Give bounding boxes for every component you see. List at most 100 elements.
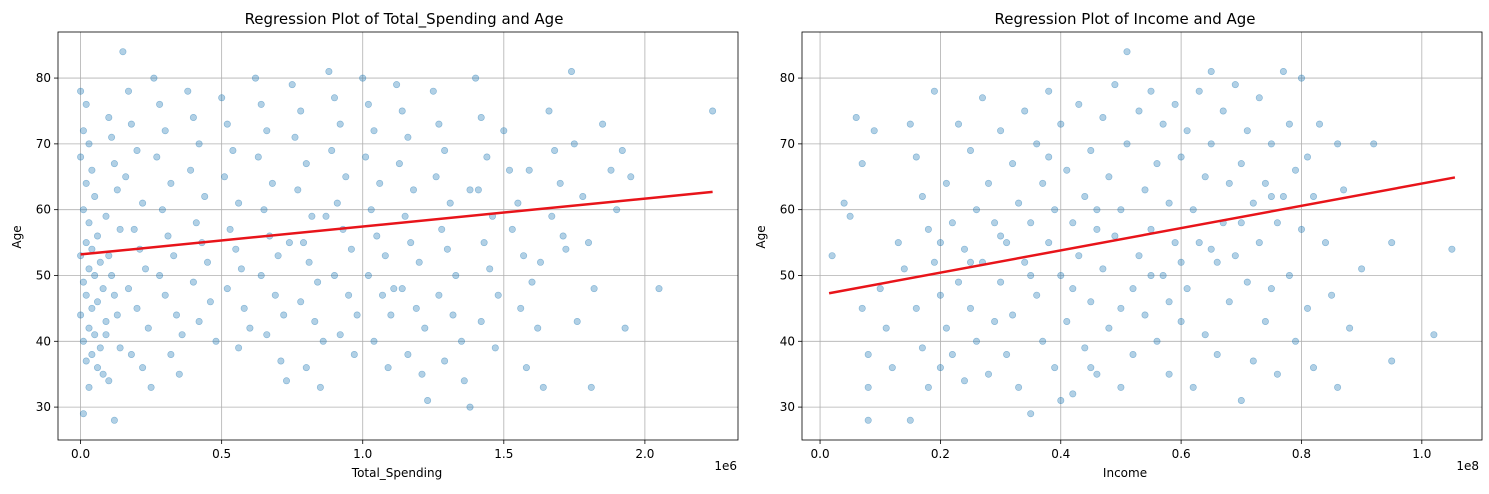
- y-tick-label: 70: [780, 137, 795, 151]
- data-point: [1225, 298, 1233, 306]
- data-point: [1195, 239, 1203, 247]
- data-point: [268, 179, 276, 187]
- data-point: [525, 166, 533, 174]
- data-point: [1273, 370, 1281, 378]
- data-point: [398, 107, 406, 115]
- data-point: [116, 344, 124, 352]
- data-point: [376, 179, 384, 187]
- data-point: [328, 147, 336, 155]
- data-point: [1249, 199, 1257, 207]
- data-point: [113, 311, 121, 319]
- data-point: [79, 278, 87, 286]
- data-point: [127, 350, 135, 358]
- data-point: [1117, 304, 1125, 312]
- data-point: [520, 252, 528, 260]
- data-point: [189, 278, 197, 286]
- data-point: [1135, 107, 1143, 115]
- data-point: [1081, 344, 1089, 352]
- data-point: [1201, 331, 1209, 339]
- data-point: [655, 285, 663, 293]
- data-point: [223, 120, 231, 128]
- data-point: [418, 370, 426, 378]
- data-point: [85, 140, 93, 148]
- data-point: [204, 258, 212, 266]
- data-point: [900, 265, 908, 273]
- data-point: [1147, 87, 1155, 95]
- data-point: [991, 317, 999, 325]
- data-point: [599, 120, 607, 128]
- data-point: [88, 304, 96, 312]
- data-point: [91, 331, 99, 339]
- data-point: [79, 127, 87, 135]
- data-point: [158, 206, 166, 214]
- data-point: [1255, 239, 1263, 247]
- data-point: [1021, 258, 1029, 266]
- data-point: [948, 350, 956, 358]
- x-tick-label: 0.0: [811, 447, 830, 461]
- data-point: [1279, 193, 1287, 201]
- data-point: [494, 291, 502, 299]
- data-point: [1153, 160, 1161, 168]
- data-point: [1141, 311, 1149, 319]
- data-point: [1177, 317, 1185, 325]
- data-point: [906, 416, 914, 424]
- data-point: [232, 245, 240, 253]
- y-tick-label: 40: [36, 334, 51, 348]
- data-point: [709, 107, 717, 115]
- data-point: [1334, 140, 1342, 148]
- data-point: [223, 285, 231, 293]
- data-point: [330, 271, 338, 279]
- data-point: [139, 364, 147, 372]
- x-axis-label: Total_Spending: [351, 466, 442, 480]
- data-point: [336, 120, 344, 128]
- y-tick-label: 30: [36, 400, 51, 414]
- data-point: [1370, 140, 1378, 148]
- data-point: [79, 206, 87, 214]
- data-point: [435, 120, 443, 128]
- data-point: [960, 377, 968, 385]
- data-point: [319, 337, 327, 345]
- data-point: [545, 107, 553, 115]
- data-point: [1051, 206, 1059, 214]
- data-point: [85, 265, 93, 273]
- data-point: [483, 153, 491, 161]
- data-point: [912, 304, 920, 312]
- x-tick-label: 1.0: [1412, 447, 1431, 461]
- data-point: [125, 87, 133, 95]
- data-point: [1045, 239, 1053, 247]
- data-point: [466, 186, 474, 194]
- data-point: [184, 87, 192, 95]
- data-point: [1237, 160, 1245, 168]
- data-point: [125, 285, 133, 293]
- data-point: [864, 416, 872, 424]
- data-point: [1448, 245, 1456, 253]
- data-point: [212, 337, 220, 345]
- data-point: [142, 265, 150, 273]
- data-point: [1334, 383, 1342, 391]
- data-point: [991, 219, 999, 227]
- data-point: [1267, 193, 1275, 201]
- data-point: [161, 127, 169, 135]
- data-point: [1340, 186, 1348, 194]
- data-point: [370, 337, 378, 345]
- data-point: [1177, 258, 1185, 266]
- data-point: [894, 239, 902, 247]
- data-point: [888, 364, 896, 372]
- data-point: [942, 324, 950, 332]
- data-point: [381, 252, 389, 260]
- data-point: [864, 383, 872, 391]
- data-point: [401, 212, 409, 220]
- data-point: [1105, 173, 1113, 181]
- data-point: [409, 186, 417, 194]
- data-point: [308, 212, 316, 220]
- data-point: [1225, 179, 1233, 187]
- data-point: [972, 337, 980, 345]
- data-point: [1087, 298, 1095, 306]
- data-point: [378, 291, 386, 299]
- data-point: [404, 350, 412, 358]
- y-tick-label: 50: [36, 268, 51, 282]
- x-tick-label: 0.5: [212, 447, 231, 461]
- x-tick-label: 0.8: [1292, 447, 1311, 461]
- data-point: [1298, 225, 1306, 233]
- y-tick-label: 60: [36, 203, 51, 217]
